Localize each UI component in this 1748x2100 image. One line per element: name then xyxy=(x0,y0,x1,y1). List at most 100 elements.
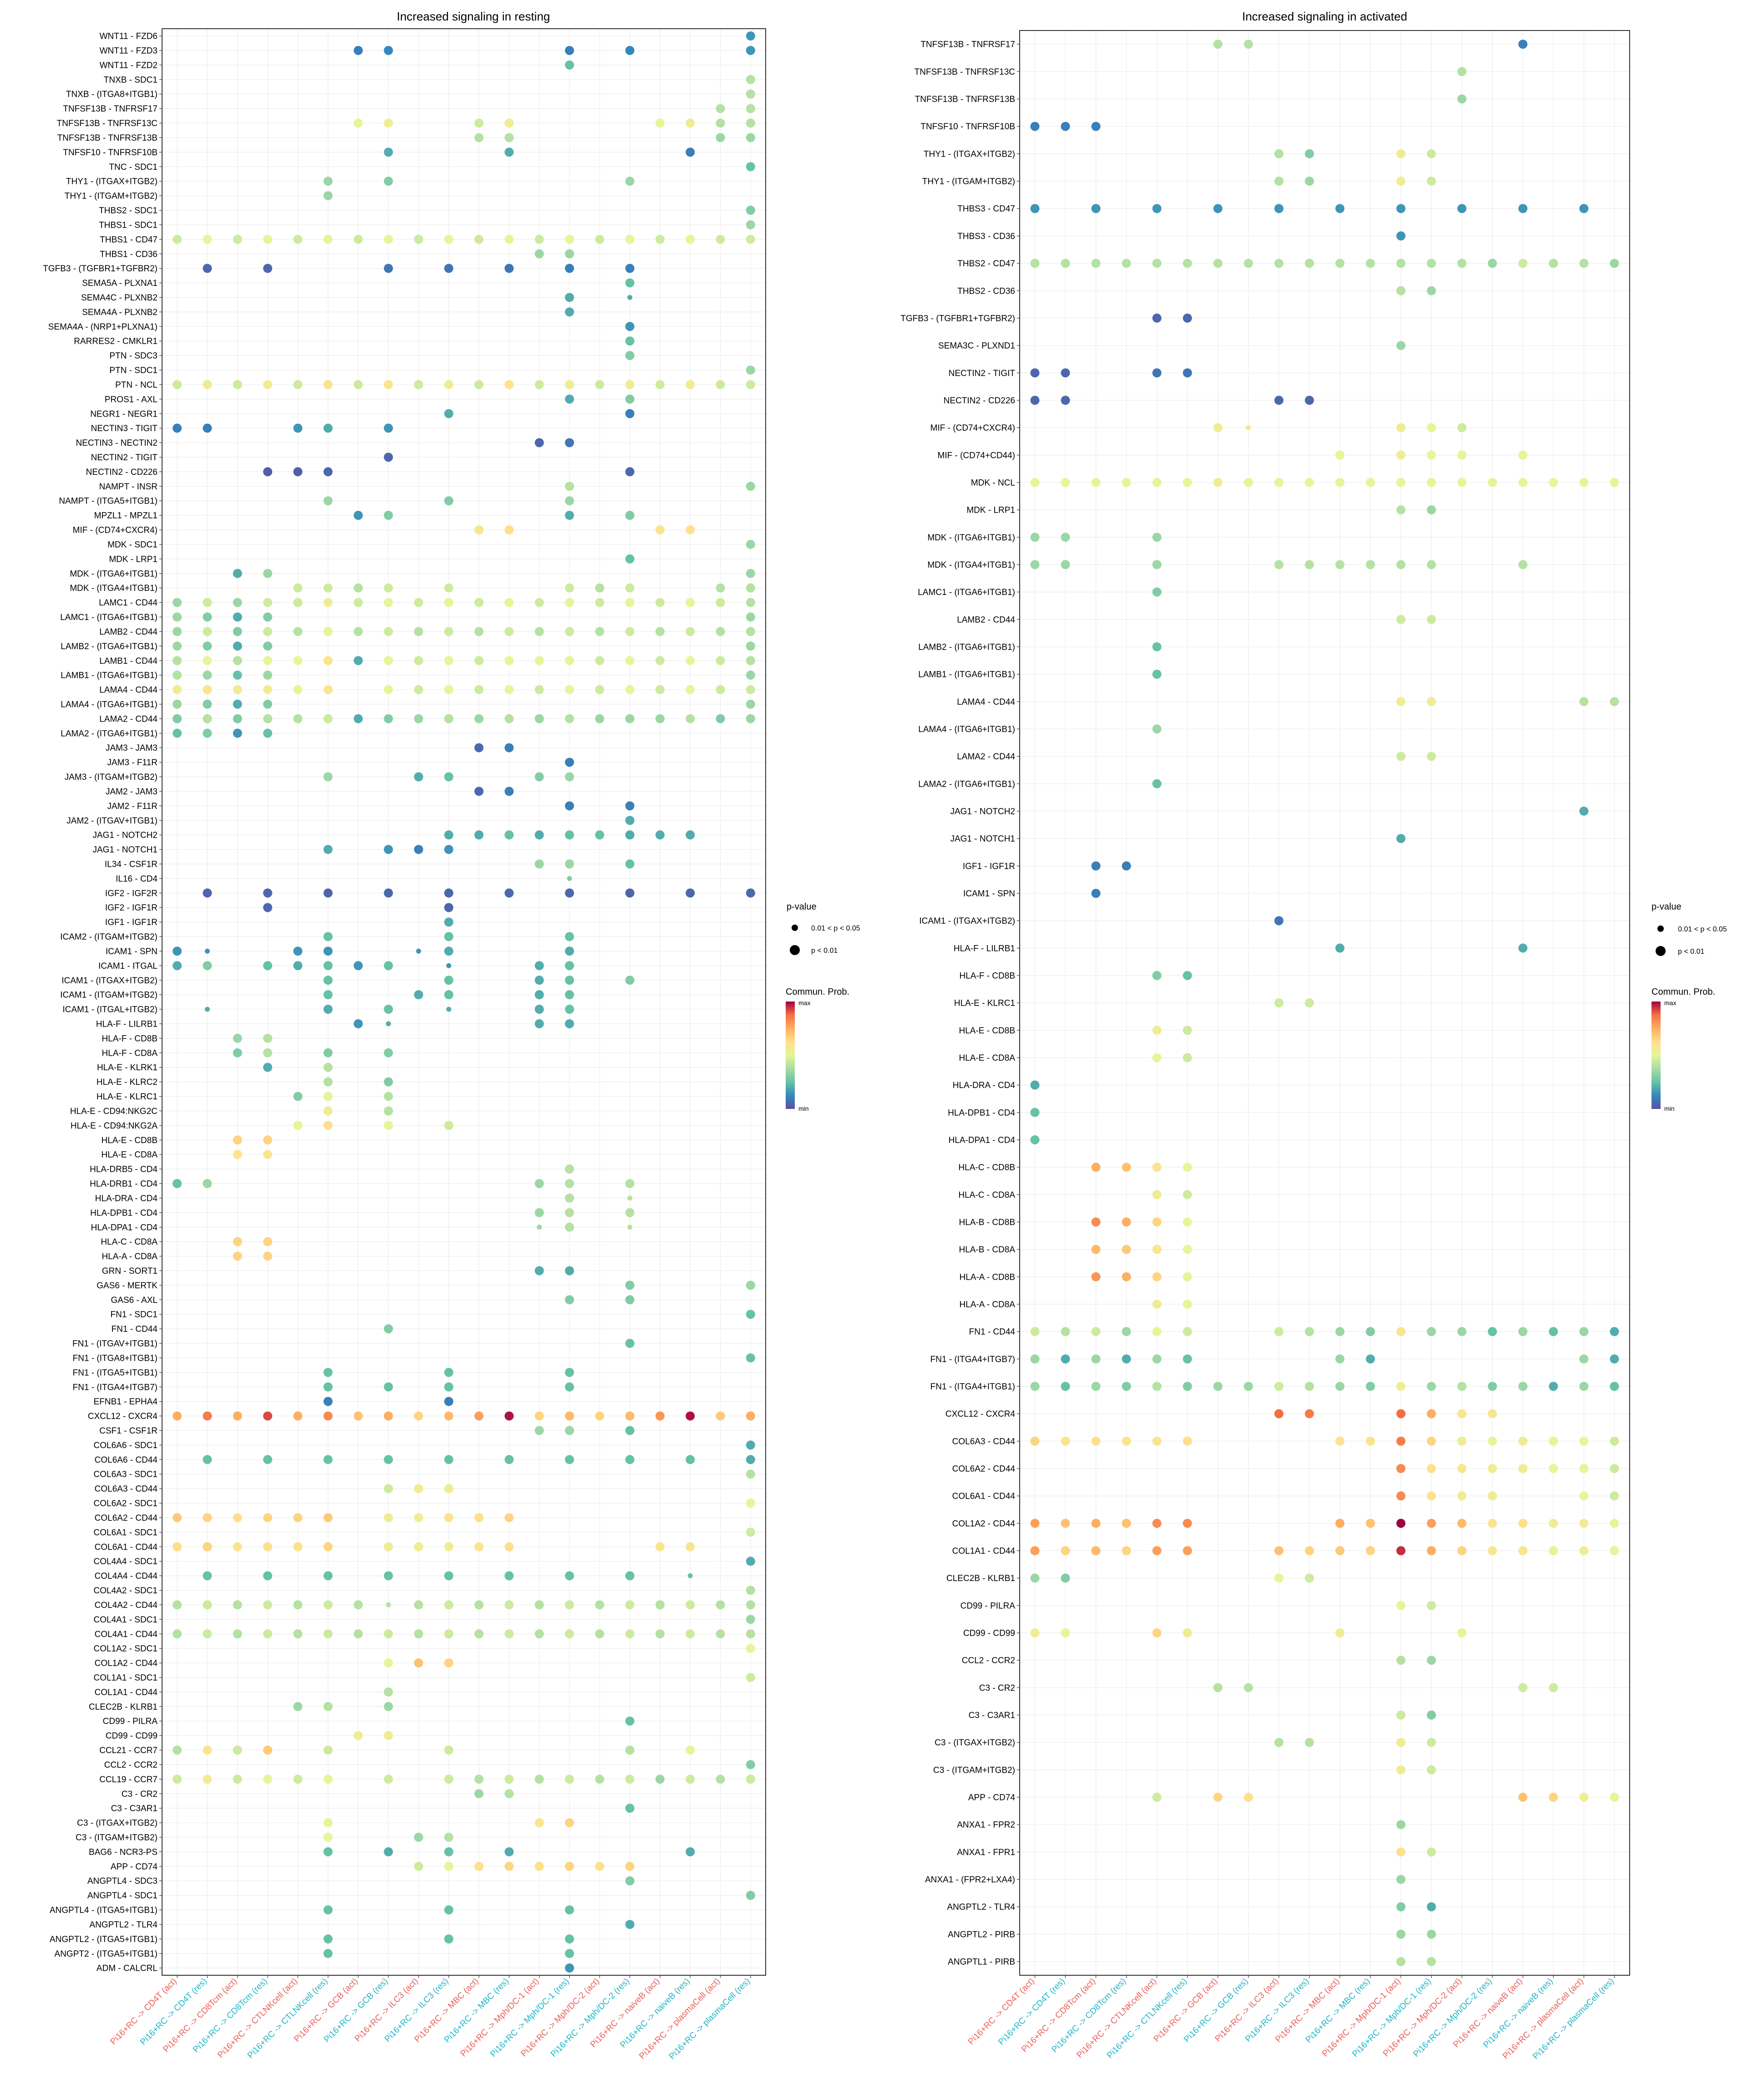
y-tick-label: HLA-C - CD8B xyxy=(958,1163,1015,1173)
data-point xyxy=(323,1847,333,1856)
data-point xyxy=(565,293,574,302)
y-tick-label: GRN - SORT1 xyxy=(102,1266,158,1276)
data-point xyxy=(1579,806,1589,816)
data-point xyxy=(655,830,665,840)
data-point xyxy=(1610,1792,1619,1802)
data-point xyxy=(293,380,303,389)
data-point xyxy=(1091,1245,1101,1254)
data-point xyxy=(1335,560,1345,569)
data-point xyxy=(384,961,393,971)
data-point xyxy=(1183,1546,1192,1556)
data-point xyxy=(1518,1519,1528,1528)
y-tick-label: LAMA2 - (ITGA6+ITGB1) xyxy=(918,779,1015,789)
y-tick-label: FN1 - (ITGA4+ITGB7) xyxy=(930,1355,1015,1364)
data-point xyxy=(1335,1546,1345,1556)
data-point xyxy=(203,380,212,389)
data-point xyxy=(1152,971,1162,980)
data-point xyxy=(173,612,182,622)
data-point xyxy=(233,641,242,651)
y-tick-label: NECTIN2 - CD226 xyxy=(86,468,158,477)
y-tick-label: THBS1 - CD36 xyxy=(100,249,158,259)
y-tick-label: HLA-E - KLRK1 xyxy=(97,1063,158,1073)
data-point xyxy=(173,1775,182,1784)
data-point xyxy=(1122,1436,1131,1446)
y-tick-label: MPZL1 - MPZL1 xyxy=(94,511,158,521)
data-point xyxy=(293,583,303,593)
data-point xyxy=(384,844,393,854)
y-tick-label: HLA-E - CD94:NKG2A xyxy=(71,1121,158,1131)
data-point xyxy=(746,1673,755,1682)
data-point xyxy=(1427,505,1436,514)
data-point xyxy=(746,133,755,142)
y-tick-label: COL1A2 - CD44 xyxy=(952,1519,1016,1529)
y-tick-label: CCL2 - CCR2 xyxy=(962,1656,1015,1666)
y-tick-label: APP - CD74 xyxy=(111,1862,158,1871)
data-point xyxy=(1274,204,1284,214)
data-point xyxy=(504,264,514,273)
data-point xyxy=(746,1440,755,1450)
y-tick-label: MDK - (ITGA4+ITGB1) xyxy=(70,584,158,593)
data-point xyxy=(1427,1382,1436,1391)
y-tick-label: CCL19 - CCR7 xyxy=(99,1775,158,1785)
data-point xyxy=(565,1455,574,1464)
y-tick-label: LAMC1 - CD44 xyxy=(99,598,158,608)
data-point xyxy=(1396,697,1406,707)
data-point xyxy=(1305,478,1314,487)
data-point xyxy=(504,830,514,840)
data-point xyxy=(1152,1628,1162,1637)
data-point xyxy=(1305,1409,1314,1419)
data-point xyxy=(444,598,453,607)
data-point xyxy=(504,627,514,636)
data-point xyxy=(504,888,514,898)
data-point xyxy=(233,1033,242,1043)
y-tick-label: SEMA5A - PLXNA1 xyxy=(82,279,158,288)
y-tick-label: HLA-E - CD8B xyxy=(959,1026,1015,1036)
data-point xyxy=(474,1789,484,1799)
data-point xyxy=(1274,149,1284,158)
data-point xyxy=(746,118,755,128)
y-tick-label: COL4A1 - SDC1 xyxy=(94,1615,158,1625)
data-point xyxy=(1183,1628,1192,1637)
data-point xyxy=(384,1455,393,1464)
data-point xyxy=(203,1745,212,1755)
data-point xyxy=(444,264,453,273)
y-tick-label: ANGPTL4 - SDC3 xyxy=(87,1876,158,1886)
data-point xyxy=(474,133,484,142)
data-point xyxy=(1396,204,1406,214)
data-point xyxy=(384,380,393,389)
data-point xyxy=(1183,1272,1192,1281)
data-point xyxy=(1152,313,1162,323)
data-point xyxy=(293,1600,303,1610)
data-point xyxy=(1366,1546,1375,1556)
data-point xyxy=(474,743,484,753)
data-point xyxy=(534,1266,544,1276)
data-point xyxy=(716,1411,725,1421)
data-point xyxy=(534,1411,544,1421)
y-tick-label: MIF - (CD74+CXCR4) xyxy=(73,526,158,535)
data-point xyxy=(233,1150,242,1159)
data-point xyxy=(263,234,273,244)
data-point xyxy=(474,787,484,796)
data-point xyxy=(1152,1382,1162,1391)
y-tick-label: LAMB1 - (ITGA6+ITGB1) xyxy=(918,670,1015,680)
pvalue-legend-small-dot xyxy=(1657,925,1664,932)
data-point xyxy=(1457,1464,1467,1473)
y-tick-label: LAMA2 - (ITGA6+ITGB1) xyxy=(61,729,158,738)
data-point xyxy=(1396,423,1406,432)
data-point xyxy=(1213,204,1223,214)
data-point xyxy=(504,133,514,142)
data-point xyxy=(173,1600,182,1610)
data-point xyxy=(625,1920,635,1929)
data-point xyxy=(203,1179,212,1188)
data-point xyxy=(1305,1573,1314,1583)
data-point xyxy=(384,598,393,607)
data-point xyxy=(1579,1792,1589,1802)
data-point xyxy=(625,801,635,811)
data-point xyxy=(1122,1546,1131,1556)
y-tick-label: BAG6 - NCR3-PS xyxy=(89,1847,158,1857)
data-point xyxy=(1427,615,1436,624)
y-tick-label: COL6A2 - CD44 xyxy=(952,1464,1016,1474)
data-point xyxy=(746,1310,755,1319)
y-tick-label: COL6A2 - CD44 xyxy=(95,1513,158,1523)
